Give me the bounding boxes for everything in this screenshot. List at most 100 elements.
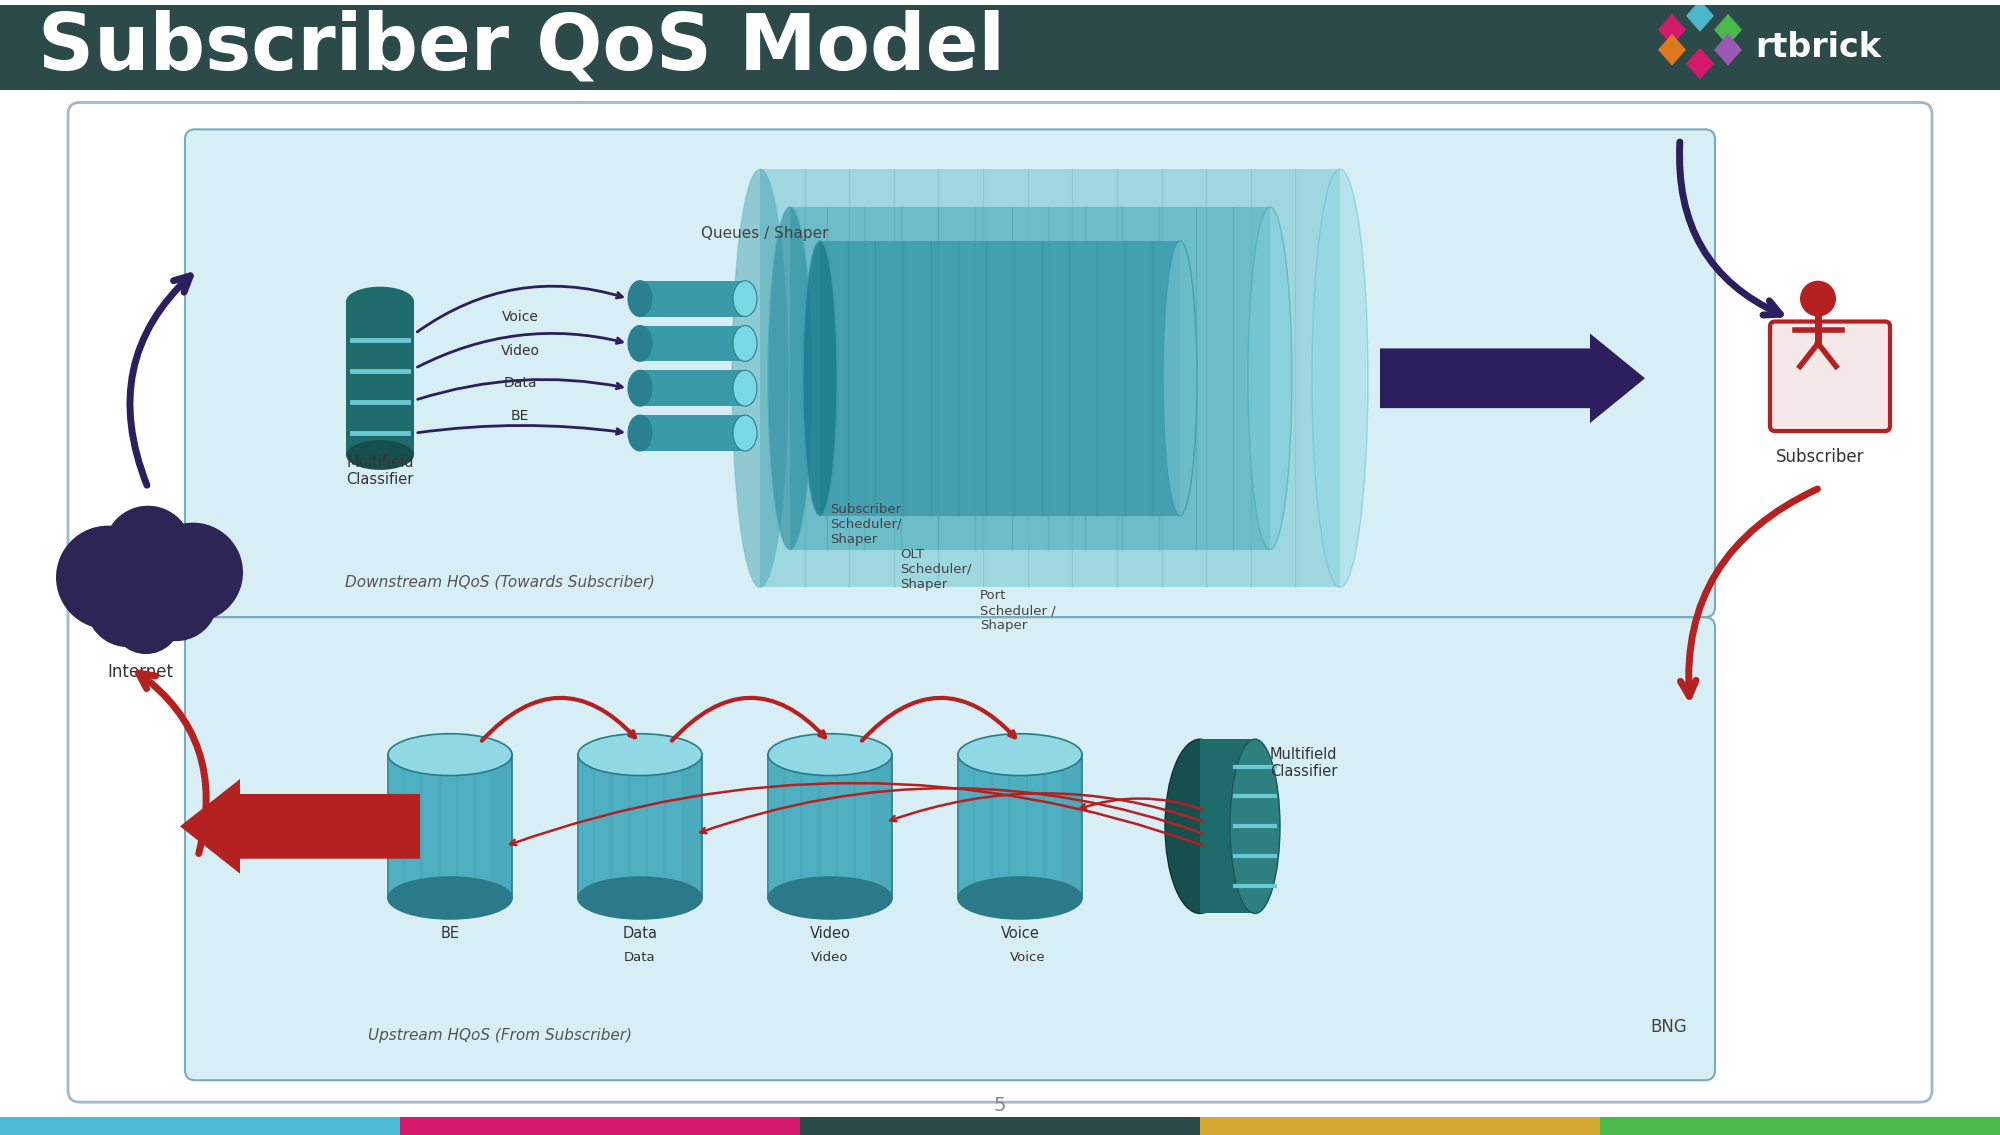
Circle shape [1800, 280, 1836, 317]
Ellipse shape [346, 287, 414, 317]
Text: Subscriber
Scheduler/
Shaper: Subscriber Scheduler/ Shaper [830, 503, 902, 546]
Text: Multifield
Classifier: Multifield Classifier [1270, 747, 1338, 779]
Text: Data: Data [504, 376, 536, 390]
Bar [346, 301, 414, 455]
Bar [458, 754, 474, 898]
Text: Internet: Internet [108, 663, 174, 681]
Polygon shape [1714, 34, 1742, 66]
Text: Video: Video [810, 926, 850, 941]
Bar [856, 754, 872, 898]
Bar [820, 241, 1180, 515]
Text: BNG: BNG [1650, 1018, 1686, 1036]
Ellipse shape [732, 280, 756, 317]
Text: rtbrick: rtbrick [1756, 31, 1880, 65]
Text: OLT
Scheduler/
Shaper: OLT Scheduler/ Shaper [900, 547, 972, 590]
Bar [790, 207, 1270, 549]
Bar [1012, 754, 1026, 898]
Polygon shape [1714, 14, 1742, 45]
Bar [640, 326, 744, 361]
Ellipse shape [732, 370, 756, 406]
Bar [578, 754, 592, 898]
Ellipse shape [732, 326, 756, 361]
Ellipse shape [768, 877, 892, 919]
Ellipse shape [1312, 169, 1368, 588]
Bar [400, 1117, 800, 1135]
Bar [822, 754, 836, 898]
Text: Downstream HQoS (Towards Subscriber): Downstream HQoS (Towards Subscriber) [346, 575, 654, 590]
Ellipse shape [388, 877, 512, 919]
Bar [804, 754, 818, 898]
Text: Video: Video [812, 951, 848, 965]
Text: Voice: Voice [502, 310, 538, 323]
Text: Voice: Voice [1010, 951, 1046, 965]
Polygon shape [1658, 34, 1686, 66]
Bar [476, 754, 492, 898]
Bar [760, 169, 1340, 588]
Bar [800, 1117, 1200, 1135]
Bar [838, 754, 852, 898]
Ellipse shape [1164, 739, 1236, 914]
Circle shape [104, 506, 192, 594]
Ellipse shape [732, 169, 788, 588]
FancyBboxPatch shape [184, 617, 1716, 1081]
Ellipse shape [768, 733, 892, 775]
Polygon shape [1658, 14, 1686, 45]
Text: BE: BE [440, 926, 460, 941]
Ellipse shape [1164, 241, 1196, 515]
FancyArrow shape [180, 779, 420, 874]
Polygon shape [1686, 0, 1714, 32]
Bar [958, 754, 972, 898]
Bar [768, 754, 892, 898]
Bar [640, 280, 744, 317]
Bar [976, 754, 990, 898]
Bar [424, 754, 438, 898]
FancyArrow shape [1380, 334, 1644, 423]
Bar [0, 1117, 400, 1135]
Bar [0, 5, 2000, 90]
Bar [648, 754, 664, 898]
Circle shape [134, 557, 218, 641]
Bar [1028, 754, 1044, 898]
Bar [388, 754, 512, 898]
Bar [388, 754, 404, 898]
Text: Video: Video [500, 344, 540, 359]
Text: 5: 5 [994, 1095, 1006, 1115]
Bar [640, 370, 744, 406]
Ellipse shape [388, 733, 512, 775]
Ellipse shape [628, 415, 652, 451]
Bar [992, 754, 1008, 898]
Ellipse shape [732, 415, 756, 451]
Circle shape [86, 563, 170, 647]
Bar [1600, 1117, 2000, 1135]
Text: Queues / Shaper: Queues / Shaper [702, 226, 828, 242]
Ellipse shape [1248, 207, 1292, 549]
Bar [404, 754, 420, 898]
Ellipse shape [628, 280, 652, 317]
Ellipse shape [578, 733, 702, 775]
Bar [1200, 739, 1256, 913]
FancyBboxPatch shape [68, 102, 1932, 1102]
Bar [632, 754, 646, 898]
Bar [612, 754, 628, 898]
Bar [958, 754, 1082, 898]
Ellipse shape [578, 877, 702, 919]
Text: Voice: Voice [1000, 926, 1040, 941]
Bar [440, 754, 456, 898]
Bar [1046, 754, 1060, 898]
Ellipse shape [958, 733, 1082, 775]
Ellipse shape [958, 877, 1082, 919]
Circle shape [56, 526, 160, 629]
Text: Data: Data [622, 926, 658, 941]
Bar [640, 415, 744, 451]
Text: BE: BE [510, 409, 530, 423]
Ellipse shape [628, 326, 652, 361]
Bar [784, 754, 800, 898]
Text: Port
Scheduler /
Shaper: Port Scheduler / Shaper [980, 589, 1056, 632]
Ellipse shape [628, 370, 652, 406]
Text: Data: Data [624, 951, 656, 965]
Bar [1200, 1117, 1600, 1135]
Ellipse shape [346, 440, 414, 470]
Bar [666, 754, 680, 898]
Circle shape [144, 522, 244, 622]
Text: Multifield
Classifier: Multifield Classifier [346, 455, 414, 487]
